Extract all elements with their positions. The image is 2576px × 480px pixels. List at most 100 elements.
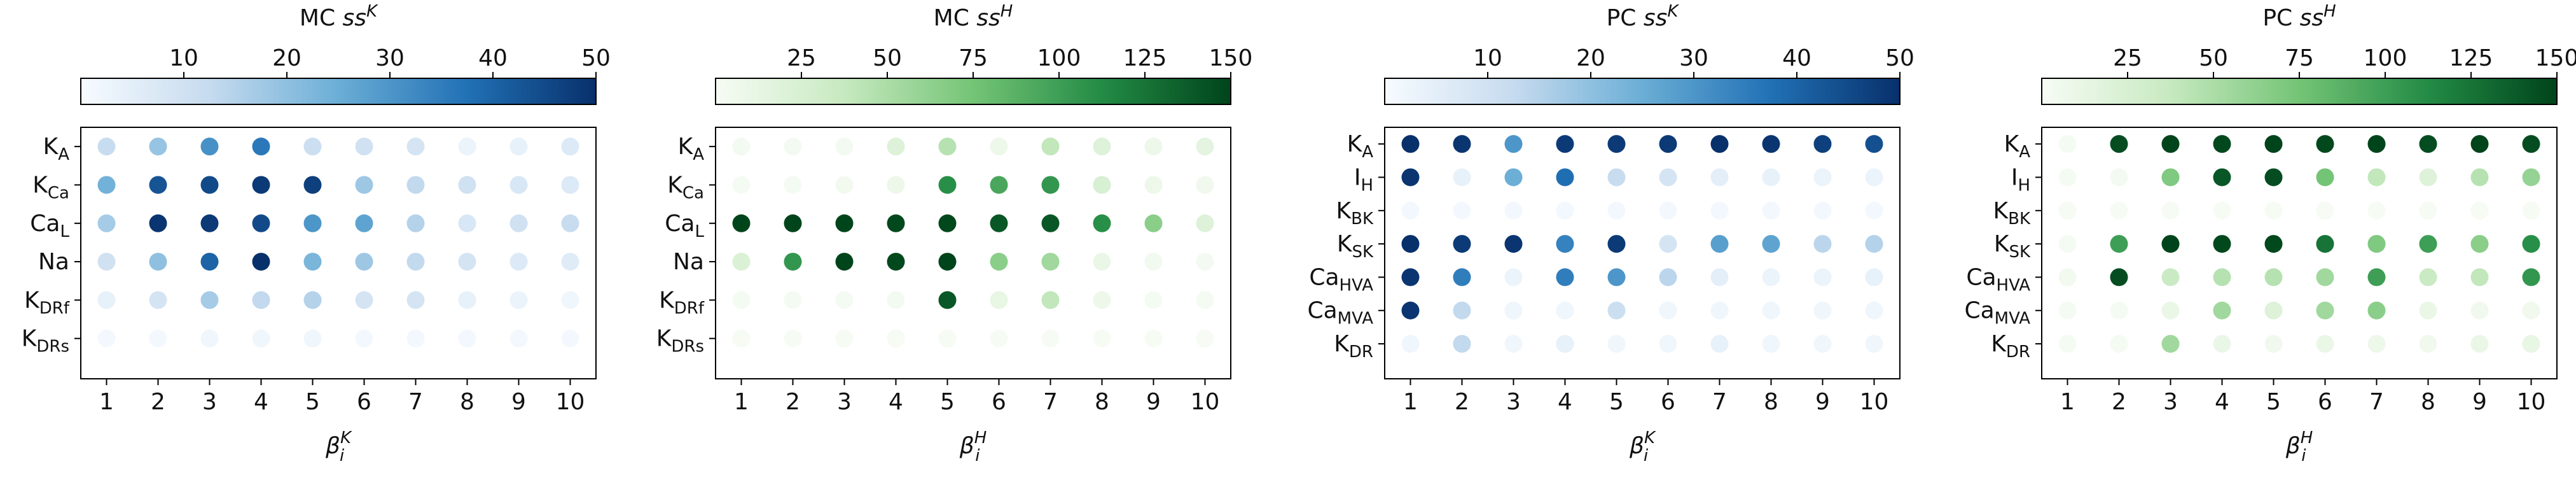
data-point xyxy=(1659,268,1677,286)
x-tick-label: 6 xyxy=(1661,389,1675,415)
data-point xyxy=(1504,235,1523,253)
data-point xyxy=(1710,335,1729,353)
data-point xyxy=(1196,138,1214,156)
title-main: PC xyxy=(1607,5,1644,31)
data-point xyxy=(406,138,425,156)
y-label-sub: SK xyxy=(2009,243,2031,262)
data-point xyxy=(149,214,167,232)
data-point xyxy=(2161,235,2180,253)
y-tick-label: CaMVA xyxy=(1307,298,1373,328)
data-point xyxy=(784,138,802,156)
y-tick-label: KSK xyxy=(1337,231,1374,262)
data-point xyxy=(1710,135,1729,153)
panel-title: PC ssH xyxy=(2262,2,2336,31)
data-point xyxy=(561,291,579,309)
data-point xyxy=(303,138,322,156)
x-tick-label: 6 xyxy=(357,389,371,415)
y-label-base: Na xyxy=(673,249,704,275)
data-point xyxy=(2110,201,2128,220)
y-label-base: I xyxy=(2011,164,2018,190)
data-point xyxy=(1041,329,1060,348)
data-point xyxy=(2367,168,2386,187)
y-label-base: K xyxy=(2004,131,2020,157)
y-label-sub: HVA xyxy=(1340,276,1374,295)
data-point xyxy=(1659,235,1677,253)
data-point xyxy=(1556,235,1574,253)
data-point xyxy=(355,138,373,156)
title-var: ss xyxy=(976,5,1001,31)
data-point xyxy=(303,253,322,271)
colorbar-tick-label: 20 xyxy=(272,45,301,71)
x-tick-label: 5 xyxy=(940,389,955,415)
xlabel-symbol: β xyxy=(2285,433,2301,459)
data-point xyxy=(2470,301,2489,320)
title-main: PC xyxy=(2262,5,2299,31)
data-point xyxy=(200,291,219,309)
x-tick-label: 2 xyxy=(786,389,800,415)
y-tick-label: KSK xyxy=(1994,231,2031,262)
data-point xyxy=(732,329,751,348)
data-point xyxy=(1504,168,1523,187)
data-point xyxy=(2264,301,2283,320)
y-label-sub: Ca xyxy=(682,183,704,202)
data-point xyxy=(1556,135,1574,153)
data-point xyxy=(938,253,957,271)
data-point xyxy=(1453,335,1471,353)
y-label-base: K xyxy=(656,326,672,352)
data-point xyxy=(990,176,1008,194)
axes-frame xyxy=(1384,127,1901,379)
data-point xyxy=(1813,268,1832,286)
y-tick-label: KA xyxy=(43,134,70,164)
y-tick-label: CaMVA xyxy=(1964,298,2030,328)
data-point xyxy=(990,253,1008,271)
y-tick-label: KDRs xyxy=(22,326,69,356)
y-tick-label: IH xyxy=(1354,164,1373,195)
data-point xyxy=(1453,268,1471,286)
x-tick-label: 8 xyxy=(460,389,474,415)
data-point xyxy=(97,138,116,156)
data-point xyxy=(784,291,802,309)
data-point xyxy=(1865,168,1883,187)
axes-frame xyxy=(80,127,597,379)
data-point xyxy=(303,214,322,232)
xlabel-symbol: β xyxy=(325,433,340,459)
data-point xyxy=(1556,335,1574,353)
data-point xyxy=(2367,201,2386,220)
y-label-sub: MVA xyxy=(1338,309,1374,328)
y-tick-label: CaHVA xyxy=(1309,264,1373,295)
colorbar-tick-label: 40 xyxy=(478,45,508,71)
title-sup: H xyxy=(2323,2,2336,21)
y-label-base: K xyxy=(678,134,694,160)
data-point xyxy=(1196,176,1214,194)
y-tick-label: IH xyxy=(2011,164,2030,195)
data-point xyxy=(200,214,219,232)
x-tick-label: 9 xyxy=(2472,389,2487,415)
data-point xyxy=(97,253,116,271)
data-point xyxy=(1093,329,1111,348)
data-point xyxy=(2522,301,2540,320)
xlabel-sup: K xyxy=(340,428,352,448)
x-tick-label: 2 xyxy=(151,389,165,415)
data-point xyxy=(732,138,751,156)
title-var: ss xyxy=(343,5,367,31)
data-point xyxy=(2419,235,2437,253)
colorbar-tick-label: 125 xyxy=(2449,45,2493,71)
data-point xyxy=(2470,168,2489,187)
data-point xyxy=(1762,335,1780,353)
data-point xyxy=(252,214,270,232)
y-tick-label: Na xyxy=(673,249,704,275)
data-point xyxy=(2058,135,2077,153)
x-axis-label: βH i xyxy=(959,428,987,465)
title-sup: K xyxy=(366,2,378,21)
data-point xyxy=(1762,235,1780,253)
y-label-sub: HVA xyxy=(1997,276,2031,295)
data-point xyxy=(2213,201,2231,220)
data-point xyxy=(1453,168,1471,187)
data-point xyxy=(1813,235,1832,253)
colorbar-tick-label: 125 xyxy=(1123,45,1167,71)
y-tick-label: KDR xyxy=(1991,331,2030,362)
data-point xyxy=(509,176,528,194)
